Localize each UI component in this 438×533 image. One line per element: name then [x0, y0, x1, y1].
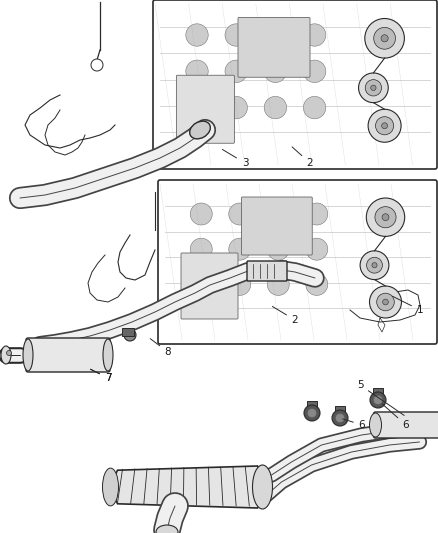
Circle shape — [264, 60, 286, 83]
Circle shape — [382, 214, 389, 221]
Circle shape — [375, 207, 396, 228]
Ellipse shape — [252, 465, 272, 509]
Ellipse shape — [103, 339, 113, 371]
Circle shape — [368, 109, 401, 142]
Circle shape — [190, 238, 212, 260]
Circle shape — [381, 123, 388, 129]
Circle shape — [124, 329, 136, 341]
Circle shape — [370, 286, 402, 318]
Circle shape — [374, 27, 396, 49]
Circle shape — [267, 238, 289, 260]
Circle shape — [370, 392, 386, 408]
Circle shape — [267, 203, 289, 225]
Bar — [307, 401, 317, 409]
Circle shape — [190, 273, 212, 295]
Circle shape — [7, 351, 11, 356]
Text: 2: 2 — [272, 306, 298, 325]
FancyBboxPatch shape — [238, 18, 310, 77]
FancyBboxPatch shape — [247, 261, 287, 281]
Circle shape — [306, 273, 328, 295]
Circle shape — [304, 405, 320, 421]
Circle shape — [304, 60, 326, 83]
Circle shape — [367, 257, 382, 273]
Ellipse shape — [156, 525, 178, 533]
Circle shape — [304, 96, 326, 119]
Circle shape — [308, 409, 316, 417]
Bar — [122, 328, 134, 336]
Polygon shape — [110, 466, 268, 508]
FancyBboxPatch shape — [181, 253, 238, 319]
Circle shape — [91, 59, 103, 71]
Circle shape — [190, 203, 212, 225]
Text: 6: 6 — [343, 419, 365, 430]
Circle shape — [366, 198, 405, 237]
FancyBboxPatch shape — [241, 197, 312, 255]
Circle shape — [186, 60, 208, 83]
Circle shape — [225, 60, 247, 83]
FancyBboxPatch shape — [26, 338, 110, 372]
Circle shape — [360, 251, 389, 280]
Circle shape — [332, 410, 348, 426]
Circle shape — [336, 414, 344, 422]
FancyBboxPatch shape — [177, 75, 234, 143]
Ellipse shape — [23, 339, 33, 371]
FancyBboxPatch shape — [374, 412, 438, 438]
Ellipse shape — [190, 121, 210, 139]
Ellipse shape — [370, 413, 381, 437]
Circle shape — [374, 396, 382, 404]
Ellipse shape — [1, 346, 11, 364]
Circle shape — [264, 24, 286, 46]
Circle shape — [225, 96, 247, 119]
Circle shape — [229, 238, 251, 260]
Circle shape — [304, 24, 326, 46]
FancyBboxPatch shape — [158, 180, 437, 344]
Circle shape — [306, 238, 328, 260]
Text: 3: 3 — [223, 149, 248, 168]
Circle shape — [365, 79, 381, 96]
Text: 2: 2 — [292, 147, 313, 168]
FancyBboxPatch shape — [153, 0, 437, 169]
Text: 8: 8 — [150, 338, 171, 357]
Circle shape — [365, 19, 404, 58]
Circle shape — [359, 73, 388, 103]
Bar — [335, 406, 345, 414]
Circle shape — [229, 273, 251, 295]
Text: 1: 1 — [392, 296, 423, 315]
Circle shape — [225, 24, 247, 46]
Text: 7: 7 — [91, 369, 111, 383]
Circle shape — [306, 203, 328, 225]
Circle shape — [186, 24, 208, 46]
Bar — [373, 388, 383, 396]
Text: 7: 7 — [91, 369, 111, 383]
Circle shape — [381, 35, 388, 42]
Text: 6: 6 — [382, 404, 410, 430]
Circle shape — [264, 96, 286, 119]
Circle shape — [186, 96, 208, 119]
Ellipse shape — [102, 468, 119, 506]
Circle shape — [267, 273, 289, 295]
Text: 5: 5 — [357, 380, 404, 415]
Circle shape — [383, 299, 389, 305]
Circle shape — [229, 203, 251, 225]
Circle shape — [377, 293, 394, 311]
Text: 4: 4 — [0, 532, 1, 533]
Circle shape — [375, 117, 394, 135]
Circle shape — [372, 263, 377, 268]
Circle shape — [371, 85, 376, 91]
